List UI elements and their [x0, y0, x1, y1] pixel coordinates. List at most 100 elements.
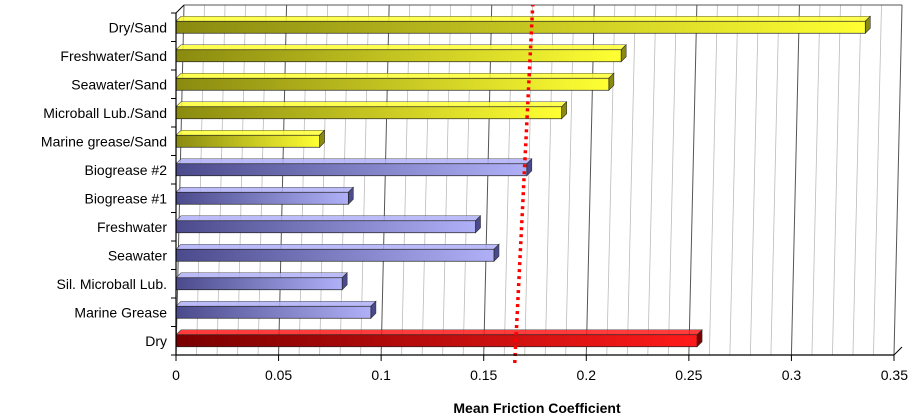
grid-lines	[175, 4, 903, 356]
minor-grid-line	[442, 4, 452, 356]
minor-grid-line	[401, 4, 411, 356]
bar-front-face	[175, 163, 528, 177]
bar-top-face	[175, 101, 568, 108]
minor-grid-line	[503, 4, 513, 356]
major-grid-line	[483, 4, 493, 356]
category-label: Dry	[145, 333, 167, 349]
minor-grid-line	[462, 4, 472, 356]
bar-front-face	[175, 49, 622, 63]
bar-top-face	[175, 272, 348, 279]
bar-top-face	[175, 72, 615, 79]
bar	[175, 243, 500, 262]
category-label: Marine grease/Sand	[41, 133, 167, 149]
x-axis-title: Mean Friction Coefficient	[453, 400, 621, 416]
minor-grid-line	[832, 4, 841, 356]
bar	[175, 215, 482, 234]
bar-front-face	[175, 277, 343, 291]
minor-grid-line	[750, 4, 759, 356]
category-labels: Dry/Sand Freshwater/Sand Seawater/Sand Micr…	[41, 19, 167, 349]
axes	[171, 4, 903, 361]
y-axis-depth	[175, 4, 185, 14]
minor-grid-line	[360, 4, 370, 356]
minor-grid-line	[873, 4, 882, 356]
minor-grid-line	[606, 4, 616, 356]
minor-grid-line	[319, 4, 328, 356]
minor-grid-line	[667, 4, 677, 356]
bar-front-face	[175, 134, 320, 148]
bar-top-face	[175, 44, 627, 51]
minor-grid-line	[298, 4, 308, 356]
x-tick-label: 0.2	[577, 367, 597, 383]
category-label: Sil. Microball Lub.	[57, 276, 168, 292]
x-tick-label: 0.1	[371, 367, 391, 383]
bar	[175, 15, 872, 34]
major-grid-line	[585, 4, 595, 356]
major-grid-line	[175, 4, 185, 356]
bar-front-face	[175, 191, 349, 205]
minor-grid-line	[647, 4, 657, 356]
minor-grid-line	[729, 4, 739, 356]
bar	[175, 101, 568, 120]
bar-top-face	[175, 158, 533, 165]
major-grid-line	[790, 4, 800, 356]
minor-grid-line	[544, 4, 554, 356]
category-label: Seawater/Sand	[71, 76, 167, 92]
category-label: Seawater	[108, 247, 167, 263]
category-label: Freshwater/Sand	[60, 48, 167, 64]
minor-grid-line	[811, 4, 821, 356]
major-grid-line	[688, 4, 698, 356]
category-label: Marine Grease	[74, 304, 167, 320]
bar-front-face	[175, 220, 476, 234]
x-tick-label: 0.05	[265, 367, 292, 383]
minor-grid-line	[626, 4, 636, 356]
x-tick-label: 0	[172, 367, 180, 383]
tick-labels: 0 0.05 0.1 0.15 0.2 0.25 0.3 0.35	[172, 367, 908, 383]
minor-grid-line	[237, 4, 246, 356]
major-grid-line	[380, 4, 390, 356]
bar-front-face	[175, 106, 563, 120]
category-label: Dry/Sand	[109, 19, 167, 35]
category-label: Freshwater	[97, 219, 167, 235]
category-label: Biogrease #1	[84, 190, 167, 206]
category-label: Biogrease #2	[84, 162, 167, 178]
major-grid-line	[893, 4, 903, 356]
bar	[175, 329, 703, 348]
bar-top-face	[175, 300, 377, 307]
minor-grid-line	[339, 4, 349, 356]
bar	[175, 72, 615, 91]
x-tick-label: 0.35	[881, 367, 908, 383]
minor-grid-line	[524, 4, 534, 356]
minor-grid-line	[565, 4, 575, 356]
bar-top-face	[175, 215, 482, 222]
bar-top-face	[175, 243, 500, 250]
major-grid-line	[278, 4, 288, 356]
minor-grid-line	[708, 4, 718, 356]
bar-front-face	[175, 305, 372, 319]
bar-top-face	[175, 186, 355, 193]
minor-grid-line	[257, 4, 267, 356]
minor-grid-line	[852, 4, 862, 356]
bar-top-face	[175, 129, 326, 136]
x-axis-depth	[893, 346, 903, 356]
bar-front-face	[175, 334, 698, 348]
bar	[175, 129, 326, 148]
bar-top-face	[175, 329, 703, 336]
bar	[175, 300, 377, 319]
minor-grid-line	[421, 4, 431, 356]
bar	[175, 44, 627, 63]
minor-grid-line	[770, 4, 780, 356]
bar	[175, 186, 355, 205]
bar-top-face	[175, 15, 872, 22]
category-label: Microball Lub./Sand	[43, 105, 167, 121]
x-tick-label: 0.15	[470, 367, 497, 383]
minor-grid-line	[196, 4, 205, 356]
bar-front-face	[175, 20, 866, 34]
bar-front-face	[175, 77, 610, 91]
bar	[175, 158, 533, 177]
bar	[175, 272, 348, 291]
x-tick-label: 0.25	[675, 367, 702, 383]
minor-grid-line	[216, 4, 226, 356]
x-tick-label: 0.3	[782, 367, 802, 383]
bar-front-face	[175, 248, 495, 262]
